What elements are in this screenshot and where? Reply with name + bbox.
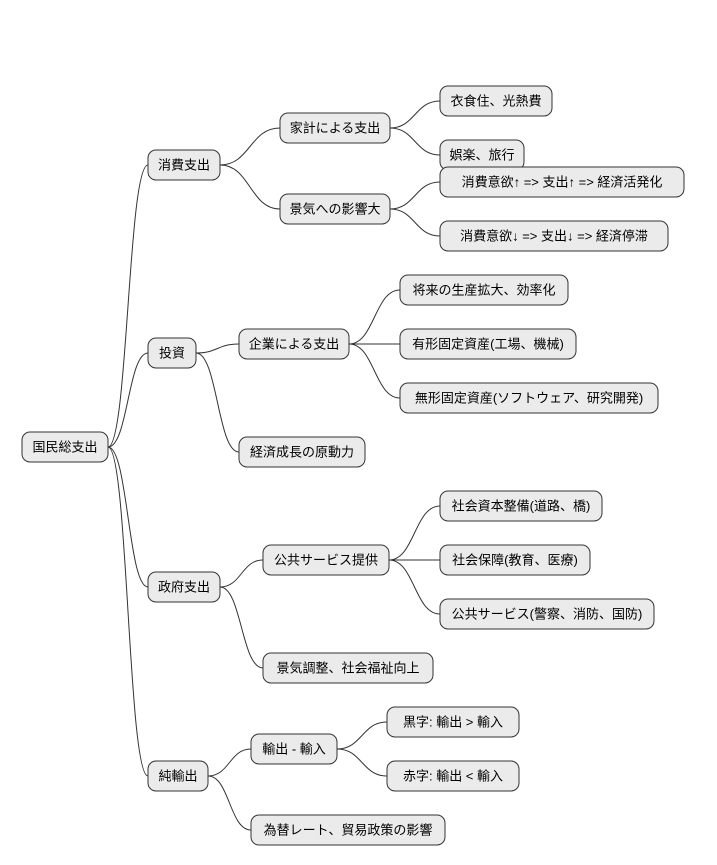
node-label: 社会資本整備(道路、橋): [452, 498, 591, 513]
tree-node: 社会保障(教育、医療): [440, 545, 590, 575]
node-label: 投資: [159, 345, 185, 360]
nodes-layer: 国民総支出 消費支出 家計による支出 衣食住、光熱費娯楽、旅行景気への影響大 消費意欲↑…: [22, 86, 684, 845]
edge: [196, 344, 239, 353]
edge: [337, 722, 387, 749]
edge: [208, 749, 251, 776]
edge: [108, 353, 148, 447]
edge: [390, 182, 440, 209]
tree-node: 投資: [148, 338, 196, 368]
tree-node: 赤字: 輸出 < 輸入: [387, 761, 519, 791]
edge: [390, 101, 440, 128]
node-label: 将来の生産拡大、効率化: [412, 282, 555, 297]
node-label: 純輸出: [158, 768, 197, 783]
tree-node: 無形固定資産(ソフトウェア、研究開発): [400, 383, 658, 413]
tree-node: 衣食住、光熱費: [440, 86, 552, 116]
node-label: 社会保障(教育、医療): [452, 552, 578, 567]
tree-node: 娯楽、旅行: [440, 140, 524, 170]
edge: [196, 353, 239, 452]
node-label: 為替レート、貿易政策の影響: [264, 822, 433, 837]
tree-node: 純輸出: [148, 761, 208, 791]
edge: [220, 128, 280, 165]
edge: [349, 344, 400, 398]
edge: [349, 290, 400, 344]
tree-node: 消費意欲↑ => 支出↑ => 経済活発化: [440, 167, 684, 197]
node-label: 衣食住、光熱費: [450, 93, 541, 108]
node-label: 景気への影響大: [289, 201, 380, 216]
node-label: 消費意欲↑ => 支出↑ => 経済活発化: [462, 174, 663, 189]
tree-node: 為替レート、貿易政策の影響: [251, 815, 445, 845]
tree-node: 社会資本整備(道路、橋): [440, 491, 602, 521]
node-label: 企業による支出: [249, 336, 340, 351]
edge: [389, 506, 440, 560]
node-label: 赤字: 輸出 < 輸入: [403, 768, 503, 783]
node-label: 家計による支出: [290, 120, 381, 135]
edge: [390, 209, 440, 236]
node-label: 公共サービス提供: [274, 552, 378, 567]
node-label: 娯楽、旅行: [449, 147, 514, 162]
tree-node: 家計による支出: [280, 113, 390, 143]
edge: [220, 587, 263, 668]
tree-node: 消費支出: [148, 150, 220, 180]
tree-node: 景気調整、社会福祉向上: [263, 653, 433, 683]
node-label: 国民総支出: [32, 439, 97, 454]
node-label: 景気調整、社会福祉向上: [276, 660, 419, 675]
tree-node: 輸出 - 輸入: [251, 734, 337, 764]
tree-node: 公共サービス(警察、消防、国防): [440, 599, 654, 629]
tree-node: 景気への影響大: [280, 194, 390, 224]
tree-node: 経済成長の原動力: [239, 437, 365, 467]
tree-node: 将来の生産拡大、効率化: [400, 275, 568, 305]
tree-node: 消費意欲↓ => 支出↓ => 経済停滞: [440, 221, 668, 251]
node-label: 輸出 - 輸入: [262, 741, 326, 756]
node-label: 公共サービス(警察、消防、国防): [452, 606, 643, 621]
tree-node: 黒字: 輸出 > 輸入: [387, 707, 519, 737]
edge: [390, 128, 440, 155]
tree-node: 国民総支出: [22, 432, 108, 462]
node-label: 消費支出: [158, 157, 210, 172]
tree-node: 企業による支出: [239, 329, 349, 359]
node-label: 消費意欲↓ => 支出↓ => 経済停滞: [460, 228, 648, 243]
edge: [108, 447, 148, 776]
tree-node: 政府支出: [148, 572, 220, 602]
node-label: 無形固定資産(ソフトウェア、研究開発): [415, 390, 643, 405]
node-label: 有形固定資産(工場、機械): [412, 336, 564, 351]
edge: [208, 776, 251, 830]
edge: [108, 165, 148, 447]
edge: [389, 560, 440, 614]
edge: [108, 447, 148, 587]
edge: [220, 560, 263, 587]
tree-node: 有形固定資産(工場、機械): [400, 329, 576, 359]
node-label: 経済成長の原動力: [250, 444, 354, 459]
node-label: 黒字: 輸出 > 輸入: [403, 714, 503, 729]
tree-node: 公共サービス提供: [263, 545, 389, 575]
node-label: 政府支出: [158, 579, 210, 594]
mindmap-canvas: 国民総支出 消費支出 家計による支出 衣食住、光熱費娯楽、旅行景気への影響大 消費意欲↑…: [0, 0, 717, 865]
edge: [220, 165, 280, 209]
edge: [337, 749, 387, 776]
